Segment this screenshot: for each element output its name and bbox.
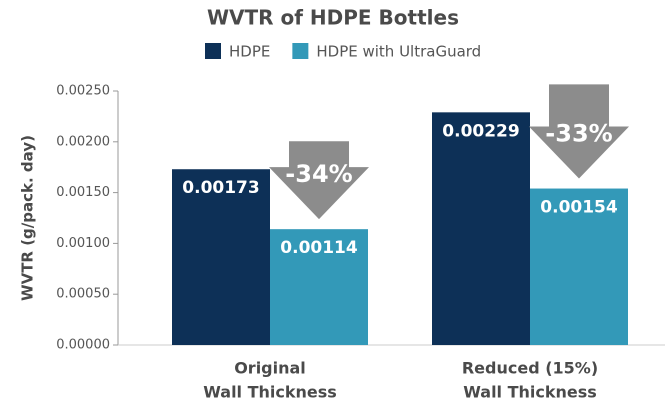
value-label: 0.00114 [280,238,358,258]
x-tick-label: Original [234,359,306,378]
y-axis-label: WVTR (g/pack. day) [19,135,37,301]
reduction-label: -33% [545,120,612,148]
y-tick-label: 0.00050 [56,287,110,302]
y-tick-label: 0.00150 [56,185,110,200]
x-tick-label: Wall Thickness [463,383,597,402]
reduction-label: -34% [285,160,352,188]
value-label: 0.00173 [182,178,259,198]
legend-label: HDPE [229,43,270,61]
bar [172,169,270,345]
legend-swatch [205,43,221,59]
y-tick-label: 0.00250 [56,84,110,99]
value-label: 0.00229 [442,121,519,141]
y-tick-label: 0.00000 [56,338,110,353]
legend-swatch [292,43,309,59]
bar [270,229,368,345]
x-tick-label: Wall Thickness [203,383,337,402]
value-label: 0.00154 [540,198,618,218]
y-tick-label: 0.00200 [56,134,110,149]
bar [432,112,530,345]
reduction-arrow [269,141,369,220]
bar [530,188,628,345]
legend-label: HDPE with UltraGuard [316,43,481,61]
reduction-arrow [529,84,629,179]
chart-title: WVTR of HDPE Bottles [207,6,459,30]
x-tick-label: Reduced (15%) [462,359,598,378]
y-tick-label: 0.00100 [56,236,110,251]
